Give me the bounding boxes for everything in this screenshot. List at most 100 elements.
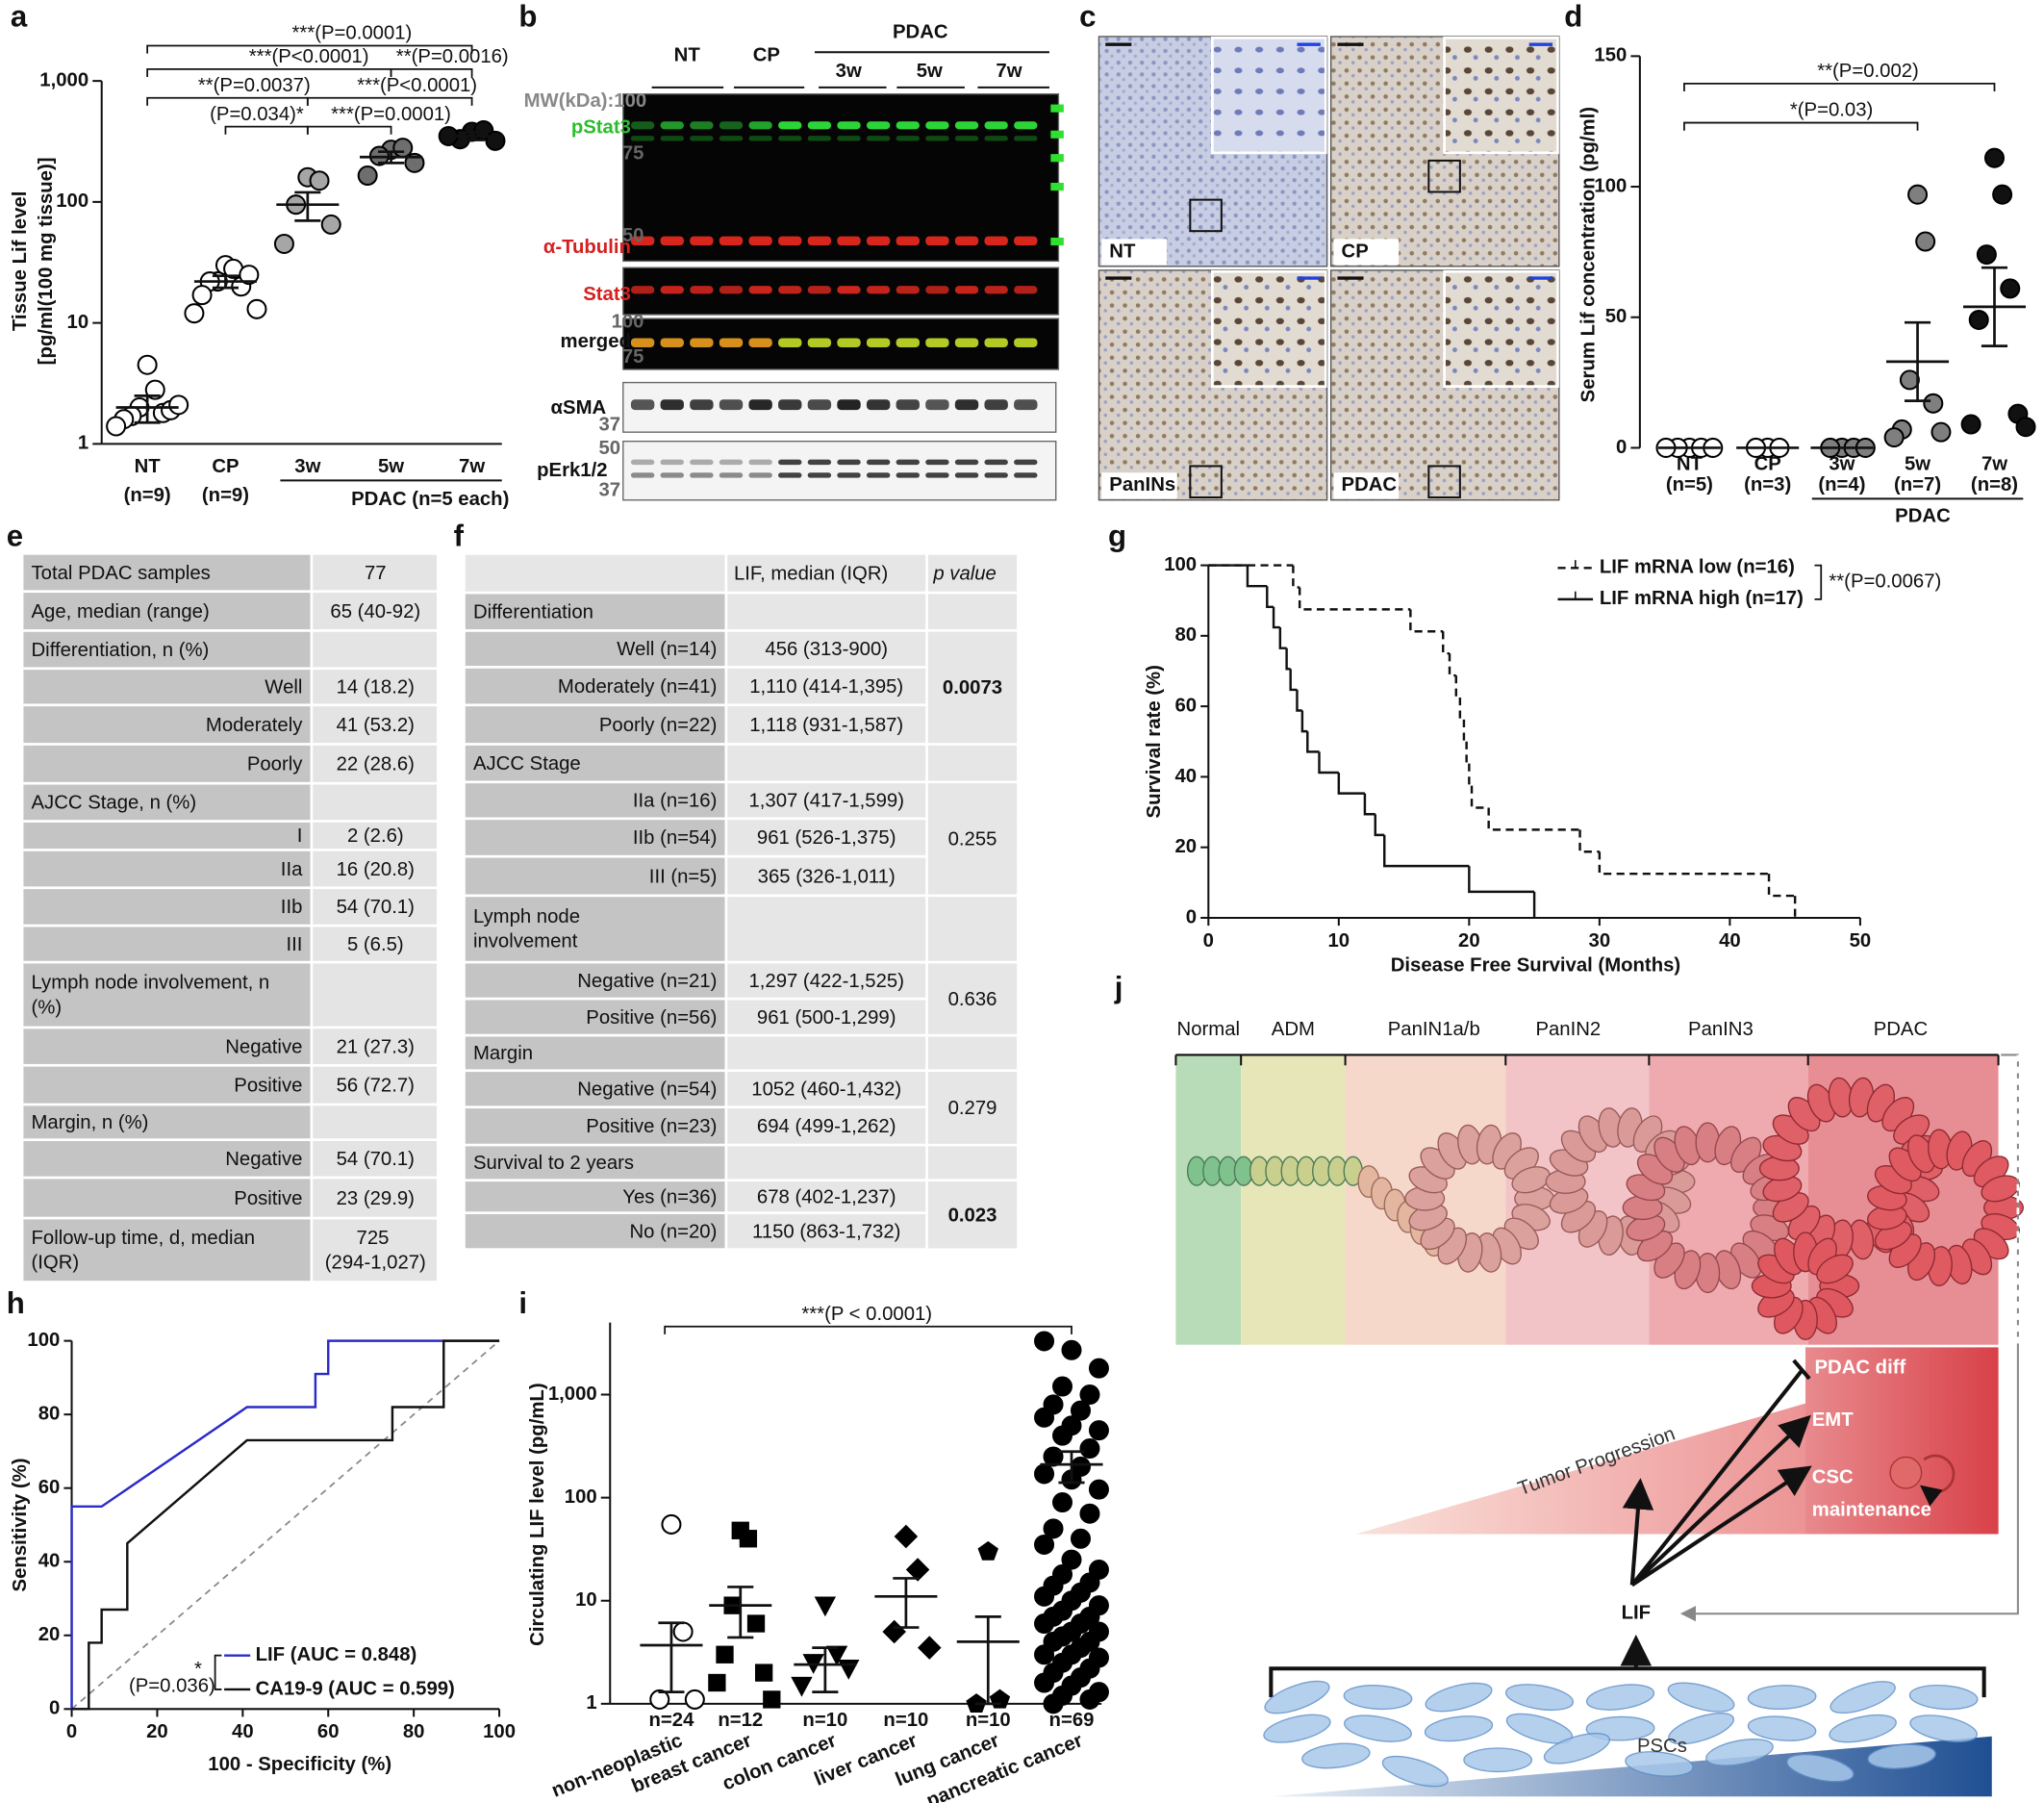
table-cell [23,1028,311,1064]
data-point [2000,278,2021,299]
data-point [1034,1534,1055,1555]
table-cell-text: Negative [225,1036,302,1057]
band [748,236,772,246]
band [778,472,802,478]
y-tick-label: 20 [1174,836,1197,857]
band [660,472,684,478]
table-cell [465,631,725,667]
data-point [273,233,294,255]
stellate-cell [1585,1684,1655,1711]
band [954,472,979,478]
data-point [1968,309,1989,330]
table-cell [927,783,1018,895]
table-cell [727,783,926,818]
band [778,286,802,294]
tile-label-box [1333,239,1400,266]
data-point [392,138,414,159]
band [954,286,979,294]
y-axis-label: Serum Lif concentration (pg/ml) [1577,107,1599,402]
legend-bracket [214,1654,222,1690]
band [896,399,920,411]
table-cell [727,897,926,961]
table-cell [727,1036,926,1070]
band [630,472,655,478]
table-cell-text: Margin [473,1043,533,1064]
table-cell-text: 725 (294-1,027) [325,1228,426,1274]
table-cell [927,631,1018,744]
table-cell-text: 14 (18.2) [337,677,415,698]
data-point [716,1645,734,1663]
band [690,459,714,466]
roc-curve [70,1339,500,1710]
band [896,286,920,294]
blot-label: pStat3 [571,116,631,138]
x-tick-label: 40 [1719,930,1741,952]
category-label: 7w [459,456,485,477]
band [630,236,655,246]
y-tick-label: 1 [78,433,88,454]
table-cell [313,889,438,925]
band [984,236,1008,246]
table-cell [727,1108,926,1144]
survival-step [1767,874,1796,898]
band [748,399,772,411]
table-cell [465,1036,725,1070]
error-bar [212,274,240,290]
blot-group: PDAC [893,21,948,42]
blot-membrane [622,93,1060,263]
stellate-cell [1301,1742,1371,1769]
blot-membrane [622,440,1057,501]
blot-label: 75 [622,142,644,164]
table-cell [23,927,311,961]
table-cell [927,1072,1018,1144]
stellate-cell [1625,1751,1694,1777]
band [630,136,655,141]
table-cell-text: AJCC Stage, n (%) [32,793,197,814]
table-cell-text: Total PDAC samples [32,563,211,584]
feedback-line [1679,1054,2019,1622]
stellate-cell [1908,1684,1979,1711]
bracket [1683,121,1919,131]
significance-label: ***(P<0.0001) [357,75,477,96]
table-cell-text: Lymph node involvement [473,906,586,952]
band [778,399,802,411]
data-point [168,394,189,416]
category-label: NT [1677,453,1703,474]
table-header-cell [727,554,926,592]
band [1014,459,1038,466]
significance-label: * [194,1659,202,1680]
y-tick-label: 80 [38,1404,61,1425]
category-label: 5w [1905,453,1930,474]
stellate-cell [1747,1715,1817,1741]
survival-step [1337,773,1365,795]
table-header: p value [932,563,997,584]
table-cell-text: 21 (27.3) [337,1036,415,1057]
table-cell [927,1181,1018,1249]
band [630,399,655,411]
stage-label: Normal [1177,1019,1240,1040]
data-point [144,379,165,400]
table-cell-text: 1,118 (931-1,587) [749,715,903,736]
data-point [1079,1384,1100,1406]
table-cell [465,963,725,998]
n-label: n=10 [883,1710,928,1731]
tile-label: CP [1342,241,1369,262]
band [807,459,832,466]
table-cell [465,820,725,855]
table-cell [23,670,311,704]
data-point [1088,1358,1109,1379]
band [807,136,832,141]
x-tick-label: 100 [483,1721,516,1742]
data-point [894,1524,919,1549]
survival-step [1465,741,1470,765]
table-cell [313,1219,438,1282]
table-cell-text: Positive (n=56) [586,1007,717,1028]
panel-label: i [518,1286,527,1320]
table-cell [313,822,438,850]
table-cell [23,745,311,782]
band [630,338,655,347]
table-cell-text: 1150 (863-1,732) [752,1221,900,1242]
data-point [106,416,127,437]
outcome-label: CSC [1812,1466,1854,1487]
text-line: Follow-up time, d, median [32,1228,261,1249]
